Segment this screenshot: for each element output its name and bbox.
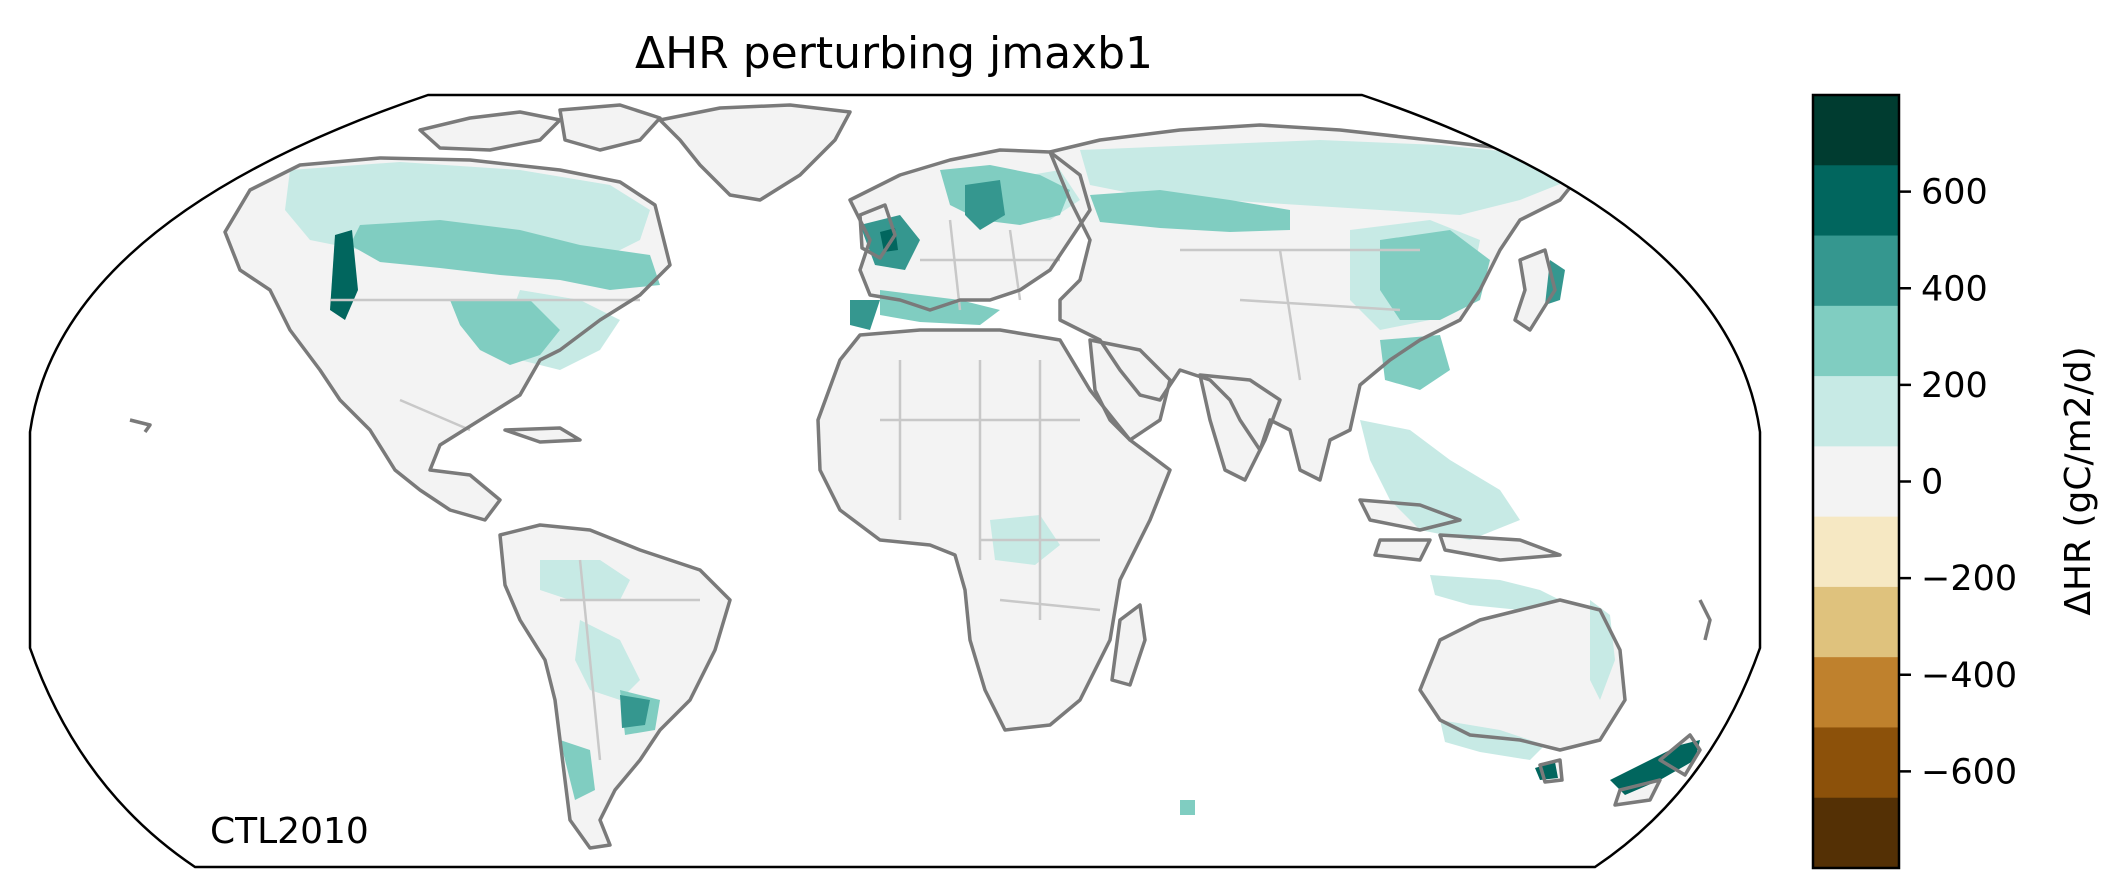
world-map	[129, 103, 1712, 850]
colorbar-bin	[1813, 235, 1899, 307]
colorbar-tick-label: 400	[1921, 269, 1988, 309]
colorbar-tick-label: 0	[1921, 463, 1943, 503]
anomaly-teal	[350, 165, 1490, 815]
colorbar-tick-label: −200	[1921, 559, 2017, 599]
colorbar-bin	[1813, 165, 1899, 237]
colorbar-label: ΔHR (gC/m2/d)	[2058, 346, 2099, 615]
colorbar-bin	[1813, 727, 1899, 799]
colorbar-tick-label: −600	[1921, 752, 2017, 792]
colorbar-tick-label: 600	[1921, 173, 1988, 213]
colorbar-bin	[1813, 657, 1899, 728]
colorbar-bin	[1813, 376, 1899, 447]
colorbar-tick-label: 200	[1921, 366, 1988, 406]
colorbar-bin	[1813, 797, 1899, 869]
coastlines	[129, 103, 1712, 850]
colorbar-bin	[1813, 586, 1899, 658]
colorbar: 600 400 200 0 −200 −400 −600 ΔHR (gC/m2/d)	[1811, 93, 2099, 870]
map-frame	[28, 93, 1762, 869]
colorbar-bin	[1813, 516, 1899, 588]
colorbar-bin	[1813, 95, 1899, 166]
colorbar-tick-label: −400	[1921, 656, 2017, 696]
map-title: ΔHR perturbing jmaxb1	[635, 28, 1153, 79]
colorbar-ticks: 600 400 200 0 −200 −400 −600	[1899, 173, 2017, 792]
country-borders	[330, 219, 1420, 761]
scenario-label: CTL2010	[210, 811, 369, 852]
colorbar-bin	[1813, 305, 1899, 377]
colorbar-bin	[1813, 446, 1899, 518]
colorbar-bins	[1813, 95, 1899, 869]
